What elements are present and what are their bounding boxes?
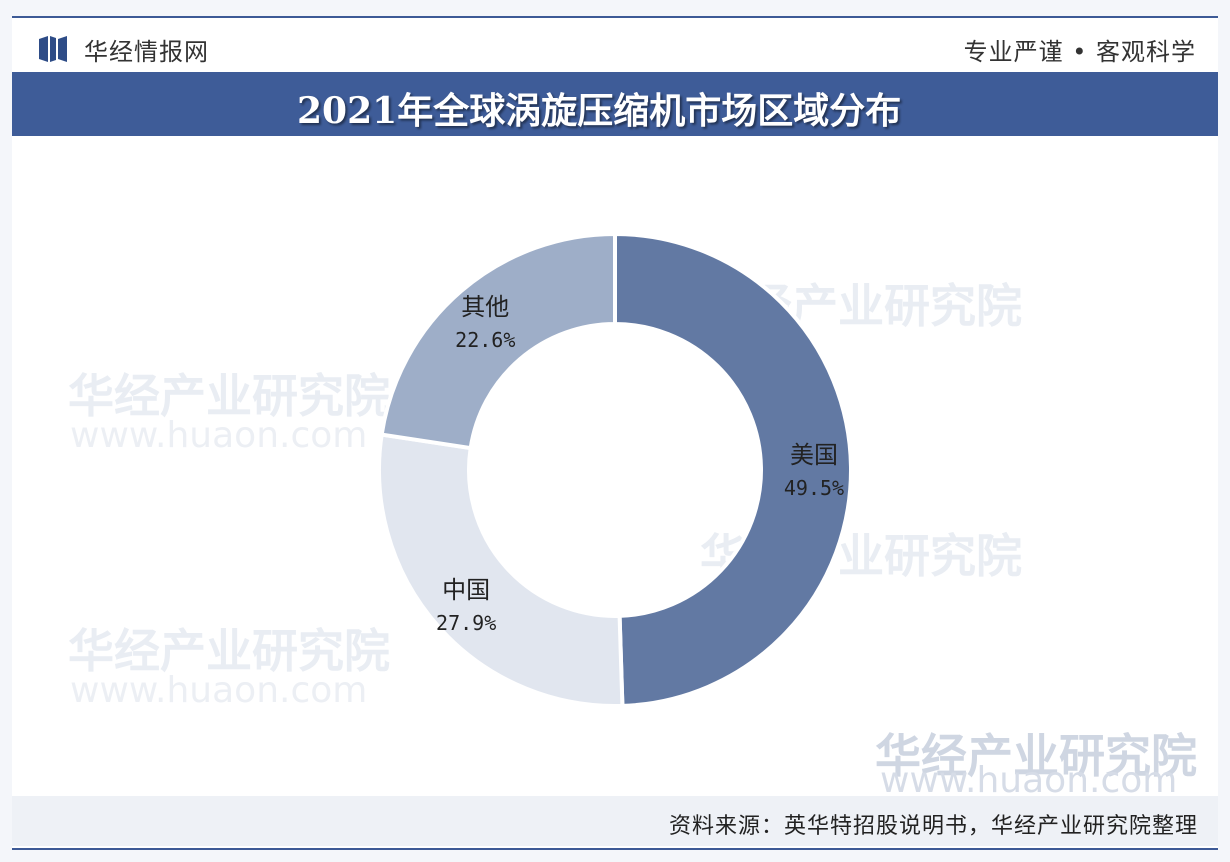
chart-title: 2021年全球涡旋压缩机市场区域分布 xyxy=(297,90,902,132)
brand-name: 华经情报网 xyxy=(84,38,209,66)
slice-value-0: 49.5% xyxy=(784,476,844,500)
source-bar: 资料来源：英华特招股说明书，华经产业研究院整理 xyxy=(12,796,1218,846)
donut-slice-2 xyxy=(379,231,617,451)
brand-logo-icon xyxy=(39,36,67,62)
source-note: 资料来源：英华特招股说明书，华经产业研究院整理 xyxy=(668,814,1198,839)
slice-value-1: 27.9% xyxy=(436,611,496,635)
title-bar: 2021年全球涡旋压缩机市场区域分布 xyxy=(12,72,1218,136)
slice-label-0: 美国 xyxy=(790,441,838,469)
donut-slice-1 xyxy=(377,432,625,708)
slice-label-2: 其他 xyxy=(461,293,509,321)
slice-value-2: 22.6% xyxy=(455,328,515,352)
header-row: 华经情报网 专业严谨 • 客观科学 xyxy=(12,18,1218,72)
donut-slice-0 xyxy=(613,231,853,708)
chart-frame xyxy=(12,16,1218,850)
slogan: 专业严谨 • 客观科学 xyxy=(963,38,1196,66)
slice-label-1: 中国 xyxy=(442,576,490,604)
